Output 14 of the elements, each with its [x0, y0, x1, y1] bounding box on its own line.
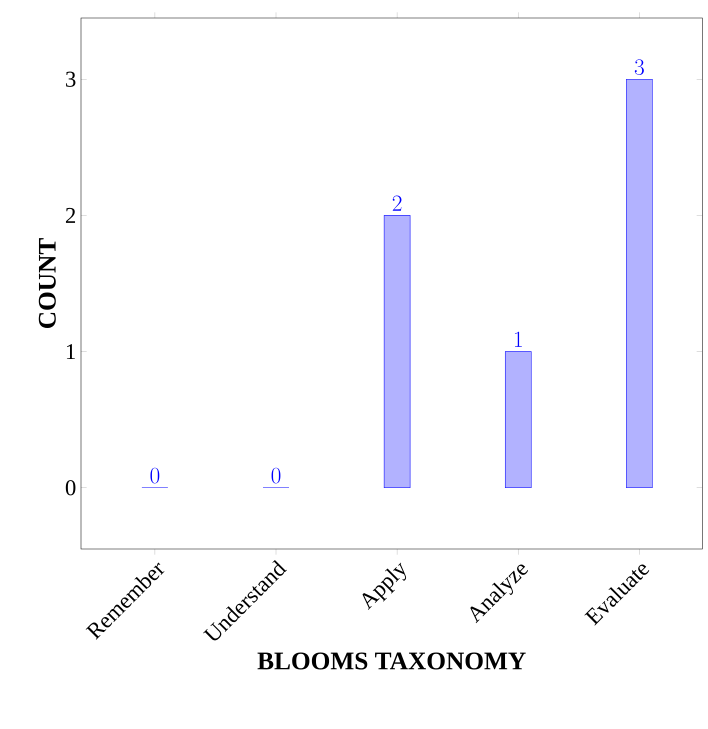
bar: [384, 215, 410, 488]
data-label: 2: [392, 195, 402, 211]
data-label: 3: [634, 59, 644, 75]
y-tick-label: 0: [66, 480, 76, 496]
bar: [504, 351, 532, 488]
y-axis-title: COUNT: [38, 238, 56, 328]
bar: [626, 79, 653, 488]
y-tick-label: 3: [66, 72, 76, 87]
data-label: 1: [514, 332, 522, 347]
data-label: 0: [272, 468, 280, 484]
y-tick-label: 1: [66, 344, 75, 360]
y-tick-label: 2: [66, 208, 76, 223]
x-axis-title: BLOOMS TAXONOMY: [258, 652, 526, 670]
data-label: 0: [150, 468, 160, 484]
